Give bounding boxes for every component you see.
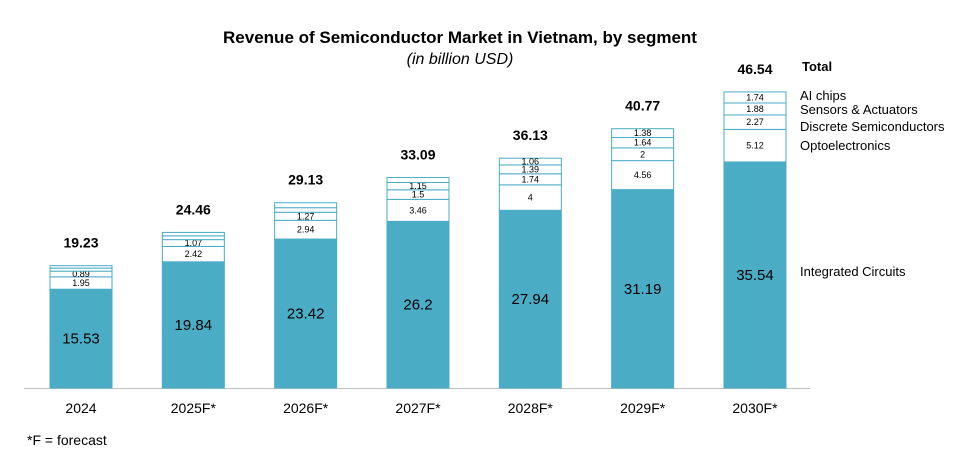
data-label-discrete-semiconductors-2026f: 1.27 — [297, 211, 315, 221]
data-label-integrated-circuits-2028f: 27.94 — [512, 291, 550, 308]
data-label-ai-chips-2029f: 1.38 — [634, 128, 652, 138]
bar-segment-integrated-circuits-2025f — [161, 261, 225, 389]
data-label-discrete-semiconductors-2028f: 1.74 — [522, 174, 540, 184]
data-label-integrated-circuits-2026f: 23.42 — [287, 306, 325, 323]
data-label-optoelectronics-2025f: 2.42 — [185, 249, 203, 259]
data-label-integrated-circuits-2024: 15.53 — [62, 331, 100, 348]
x-tick-label-2028f: 2028F* — [508, 400, 554, 416]
bar-segment-optoelectronics-2030f — [723, 128, 787, 163]
bar-segment-integrated-circuits-2030f — [723, 161, 787, 389]
legend-label-discrete-semiconductors: Discrete Semiconductors — [800, 119, 945, 134]
bar-segment-ai-chips-2025f — [161, 231, 225, 237]
bar-segment-ai-chips-2028f — [498, 157, 562, 166]
data-label-ai-chips-2028f: 1.06 — [522, 157, 540, 167]
bar-segment-integrated-circuits-2028f — [498, 209, 562, 389]
data-label-optoelectronics-2028f: 4 — [528, 193, 533, 203]
data-label-integrated-circuits-2027f: 26.2 — [403, 297, 432, 314]
total-label-2026f: 29.13 — [288, 172, 323, 188]
data-label-optoelectronics-2026f: 2.94 — [297, 225, 315, 235]
data-label-discrete-semiconductors-2029f: 2 — [640, 149, 645, 159]
total-label-2030f: 46.54 — [737, 61, 772, 77]
bar-segment-optoelectronics-2029f — [611, 160, 675, 191]
total-label-2024: 19.23 — [63, 235, 98, 251]
legend-label-integrated-circuits: Integrated Circuits — [800, 264, 906, 279]
x-tick-label-2024: 2024 — [65, 400, 96, 416]
bar-segment-ai-chips-2030f — [723, 91, 787, 104]
data-label-optoelectronics-2027f: 3.46 — [409, 205, 427, 215]
legend-label-ai-chips: AI chips — [800, 88, 847, 103]
bar-segment-integrated-circuits-2024 — [49, 288, 113, 389]
data-label-sensors-actuators-2028f: 1.39 — [522, 164, 540, 174]
data-label-optoelectronics-2029f: 4.56 — [634, 170, 652, 180]
data-label-discrete-semiconductors-2025f: 1.07 — [185, 238, 203, 248]
chart-subtitle: (in billion USD) — [406, 51, 514, 68]
x-tick-label-2026f: 2026F* — [283, 400, 329, 416]
bar-segment-integrated-circuits-2026f — [274, 238, 338, 389]
bar-segment-sensors-actuators-2026f — [274, 207, 338, 213]
bar-segment-integrated-circuits-2027f — [386, 220, 450, 389]
x-tick-label-2025f: 2025F* — [171, 400, 217, 416]
data-label-integrated-circuits-2025f: 19.84 — [175, 317, 213, 334]
bar-segment-integrated-circuits-2029f — [611, 189, 675, 389]
data-label-ai-chips-2030f: 1.74 — [746, 92, 764, 102]
legend-total-label: Total — [802, 59, 832, 74]
total-label-2028f: 36.13 — [513, 127, 548, 143]
total-label-2029f: 40.77 — [625, 98, 660, 114]
data-label-discrete-semiconductors-2030f: 2.27 — [746, 117, 764, 127]
x-tick-label-2030f: 2030F* — [732, 400, 778, 416]
data-label-discrete-semiconductors-2027f: 1.5 — [412, 190, 425, 200]
bar-segment-sensors-actuators-2025f — [161, 235, 225, 241]
data-label-optoelectronics-2024: 1.95 — [72, 278, 90, 288]
bar-segment-ai-chips-2027f — [386, 177, 450, 184]
total-label-2025f: 24.46 — [176, 201, 211, 217]
data-label-sensors-actuators-2029f: 1.64 — [634, 138, 652, 148]
bar-segment-optoelectronics-2028f — [498, 184, 562, 211]
data-label-integrated-circuits-2029f: 31.19 — [624, 281, 662, 298]
data-label-integrated-circuits-2030f: 35.54 — [736, 267, 774, 284]
chart-title: Revenue of Semiconductor Market in Vietn… — [223, 28, 697, 47]
legend-label-optoelectronics: Optoelectronics — [800, 138, 891, 153]
data-label-sensors-actuators-2030f: 1.88 — [746, 104, 764, 114]
total-label-2027f: 33.09 — [400, 147, 435, 163]
bar-segment-ai-chips-2029f — [611, 128, 675, 138]
data-label-optoelectronics-2030f: 5.12 — [746, 141, 764, 151]
data-label-discrete-semiconductors-2024: 0.89 — [72, 269, 90, 279]
x-tick-label-2027f: 2027F* — [395, 400, 441, 416]
bar-segment-ai-chips-2026f — [274, 202, 338, 209]
bar-segment-ai-chips-2024 — [49, 265, 113, 269]
x-tick-label-2029f: 2029F* — [620, 400, 666, 416]
legend-label-sensors-actuators: Sensors & Actuators — [800, 102, 918, 117]
forecast-footnote: *F = forecast — [27, 432, 107, 448]
data-label-sensors-actuators-2027f: 1.15 — [409, 181, 427, 191]
